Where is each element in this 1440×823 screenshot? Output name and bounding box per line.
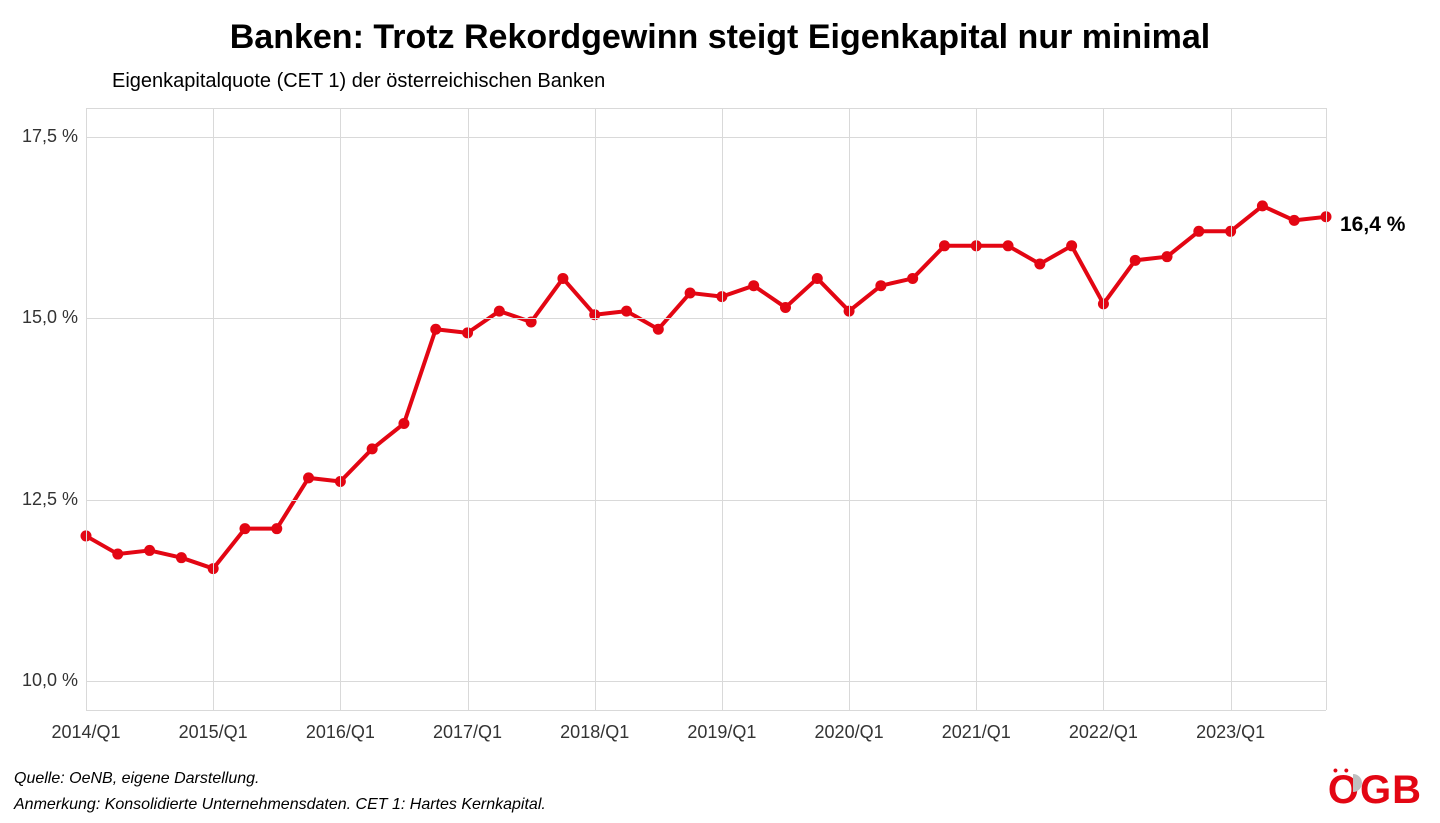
x-tick-label: 2015/Q1: [179, 722, 248, 743]
logo-gb: GB: [1360, 768, 1422, 813]
footnote-source: Quelle: OeNB, eigene Darstellung.: [14, 770, 259, 788]
ogb-logo: •• O GB: [1328, 768, 1422, 813]
gridline-v: [595, 108, 596, 710]
series-marker: [430, 324, 441, 335]
gridline-h: [86, 318, 1326, 319]
y-tick-label: 17,5 %: [8, 126, 78, 147]
chart-title: Banken: Trotz Rekordgewinn steigt Eigenk…: [0, 18, 1440, 57]
series-marker: [303, 472, 314, 483]
series-marker: [907, 273, 918, 284]
series-marker: [494, 306, 505, 317]
footnote-note: Anmerkung: Konsolidierte Unternehmensdat…: [14, 796, 546, 814]
line-series-svg: [86, 108, 1326, 710]
series-marker: [1130, 255, 1141, 266]
series-marker: [271, 523, 282, 534]
series-marker: [875, 280, 886, 291]
x-tick-label: 2018/Q1: [560, 722, 629, 743]
plot-border: [86, 710, 1326, 711]
y-tick-label: 10,0 %: [8, 670, 78, 691]
x-tick-label: 2014/Q1: [51, 722, 120, 743]
x-tick-label: 2017/Q1: [433, 722, 502, 743]
gridline-v: [976, 108, 977, 710]
x-tick-label: 2022/Q1: [1069, 722, 1138, 743]
x-tick-label: 2016/Q1: [306, 722, 375, 743]
gridline-v: [1231, 108, 1232, 710]
series-marker: [1193, 226, 1204, 237]
series-marker: [239, 523, 250, 534]
gridline-v: [1103, 108, 1104, 710]
y-tick-label: 12,5 %: [8, 489, 78, 510]
plot-border: [86, 108, 87, 710]
gridline-v: [213, 108, 214, 710]
series-marker: [398, 418, 409, 429]
series-marker: [748, 280, 759, 291]
series-marker: [1162, 251, 1173, 262]
series-marker: [1003, 240, 1014, 251]
x-tick-label: 2023/Q1: [1196, 722, 1265, 743]
series-end-label: 16,4 %: [1340, 213, 1405, 237]
gridline-h: [86, 681, 1326, 682]
gridline-v: [849, 108, 850, 710]
series-marker: [1289, 215, 1300, 226]
series-marker: [176, 552, 187, 563]
gridline-v: [340, 108, 341, 710]
series-marker: [780, 302, 791, 313]
chart-container: { "title": { "text": "Banken: Trotz Reko…: [0, 0, 1440, 823]
gridline-h: [86, 500, 1326, 501]
gridline-v: [468, 108, 469, 710]
x-tick-label: 2021/Q1: [942, 722, 1011, 743]
series-marker: [144, 545, 155, 556]
logo-accent-icon: [1344, 774, 1362, 792]
gridline-h: [86, 137, 1326, 138]
gridline-v: [722, 108, 723, 710]
series-marker: [1257, 200, 1268, 211]
series-marker: [939, 240, 950, 251]
plot-border: [1326, 108, 1327, 710]
series-marker: [685, 287, 696, 298]
series-marker: [112, 549, 123, 560]
series-marker: [653, 324, 664, 335]
series-marker: [1066, 240, 1077, 251]
x-tick-label: 2019/Q1: [687, 722, 756, 743]
plot-border: [86, 108, 1326, 109]
series-marker: [621, 306, 632, 317]
series-marker: [1034, 258, 1045, 269]
x-tick-label: 2020/Q1: [815, 722, 884, 743]
chart-subtitle: Eigenkapitalquote (CET 1) der österreich…: [112, 70, 605, 93]
y-tick-label: 15,0 %: [8, 307, 78, 328]
plot-area: [86, 108, 1326, 710]
series-marker: [367, 443, 378, 454]
series-marker: [557, 273, 568, 284]
logo-o-wrap: •• O: [1328, 768, 1360, 813]
series-marker: [812, 273, 823, 284]
